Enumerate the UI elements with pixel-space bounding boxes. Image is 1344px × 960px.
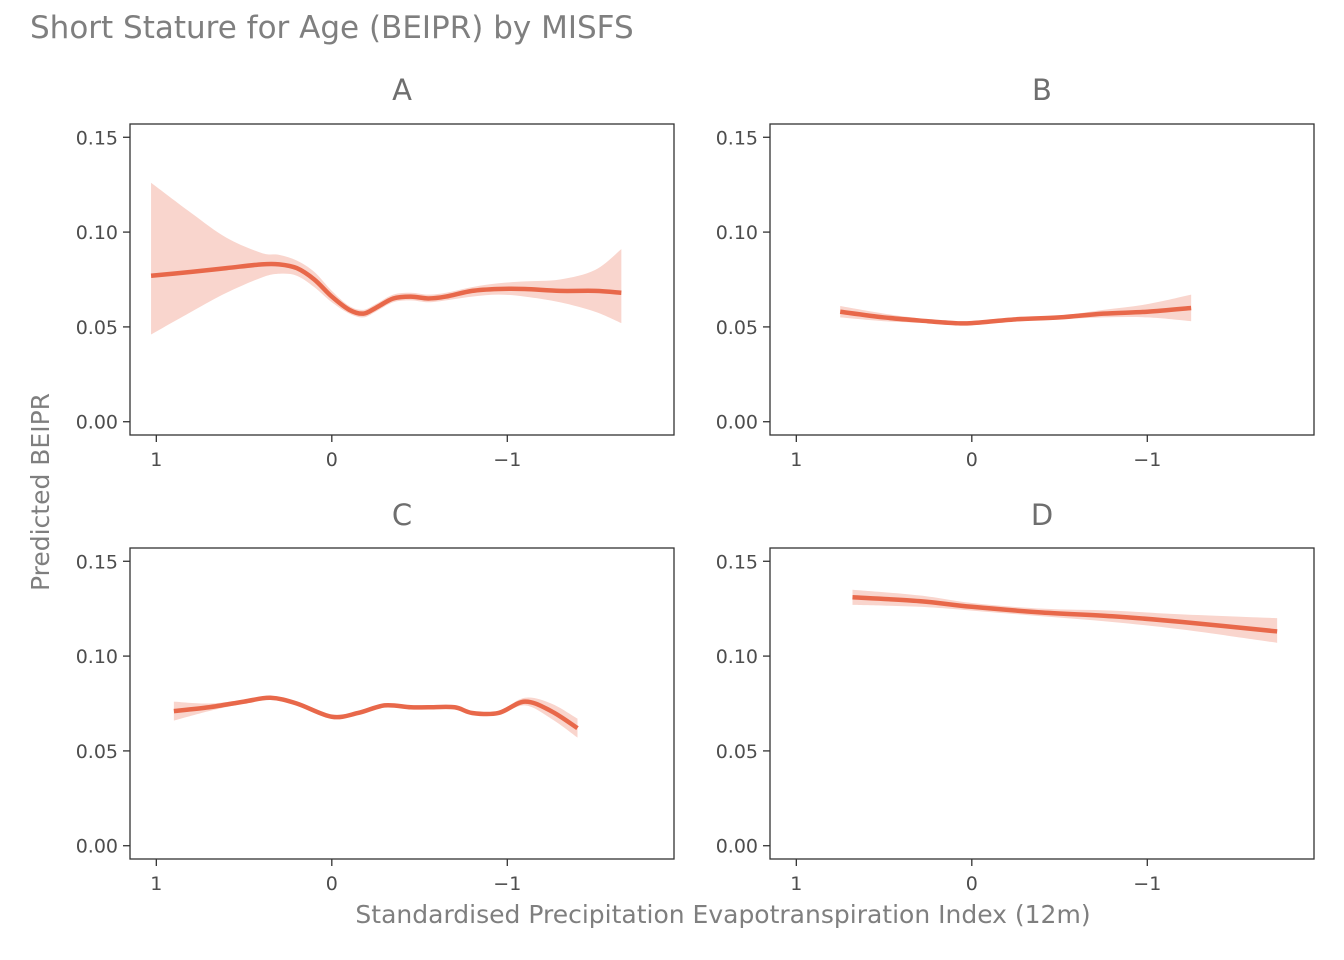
x-tick-label: 0	[966, 449, 978, 471]
facet-label-b: B	[1032, 73, 1052, 107]
y-tick-label: 0.15	[76, 551, 118, 573]
y-tick-label: 0.10	[76, 222, 118, 244]
x-tick-label: 1	[790, 449, 802, 471]
panels: A 0.00 0.05 0.10 0.15 1 0 −1 B 0.00 0.05 0.10 0.15 1 0…	[76, 73, 1315, 895]
x-axis-title: Standardised Precipitation Evapotranspir…	[355, 900, 1090, 929]
y-tick-label: 0.15	[716, 127, 758, 149]
panel-b: B 0.00 0.05 0.10 0.15 1 0 −1	[716, 73, 1315, 471]
y-tick-label: 0.10	[76, 646, 118, 668]
x-tick-label: −1	[493, 873, 521, 895]
panel-border	[129, 547, 675, 860]
chart-title: Short Stature for Age (BEIPR) by MISFS	[30, 10, 634, 46]
x-tick-label: 0	[966, 873, 978, 895]
panel-border	[769, 547, 1315, 860]
x-tick-label: 0	[326, 449, 338, 471]
y-tick-label: 0.05	[716, 741, 758, 763]
x-tick-label: 1	[150, 449, 162, 471]
confidence-ribbon	[173, 695, 578, 738]
x-tick-label: 0	[326, 873, 338, 895]
facet-label-d: D	[1031, 498, 1053, 532]
x-tick-label: 1	[150, 873, 162, 895]
y-tick-label: 0.00	[716, 836, 758, 858]
y-tick-label: 0.05	[716, 317, 758, 339]
trend-line	[150, 261, 622, 316]
confidence-ribbon	[151, 182, 622, 335]
x-tick-label: −1	[1133, 449, 1161, 471]
trend-line	[852, 595, 1278, 634]
y-tick-label: 0.00	[716, 412, 758, 434]
x-tick-label: 1	[790, 873, 802, 895]
trend-line	[173, 695, 579, 731]
facet-label-a: A	[392, 73, 412, 107]
y-tick-label: 0.15	[76, 127, 118, 149]
x-tick-label: −1	[493, 449, 521, 471]
y-tick-label: 0.05	[76, 741, 118, 763]
panel-border	[129, 123, 675, 436]
panel-a: A 0.00 0.05 0.10 0.15 1 0 −1	[76, 73, 675, 471]
x-tick-label: −1	[1133, 873, 1161, 895]
trend-line	[839, 305, 1192, 326]
y-tick-label: 0.00	[76, 412, 118, 434]
y-tick-label: 0.15	[716, 551, 758, 573]
panel-c: C 0.00 0.05 0.10 0.15 1 0 −1	[76, 498, 675, 895]
y-axis-title: Predicted BEIPR	[26, 393, 55, 591]
panel-d: D 0.00 0.05 0.10 0.15 1 0 −1	[716, 498, 1315, 895]
y-tick-label: 0.05	[76, 317, 118, 339]
y-tick-label: 0.10	[716, 222, 758, 244]
y-tick-label: 0.00	[76, 836, 118, 858]
confidence-ribbon	[852, 589, 1278, 643]
panel-border	[769, 123, 1315, 436]
y-tick-label: 0.10	[716, 646, 758, 668]
facet-label-c: C	[392, 498, 412, 532]
